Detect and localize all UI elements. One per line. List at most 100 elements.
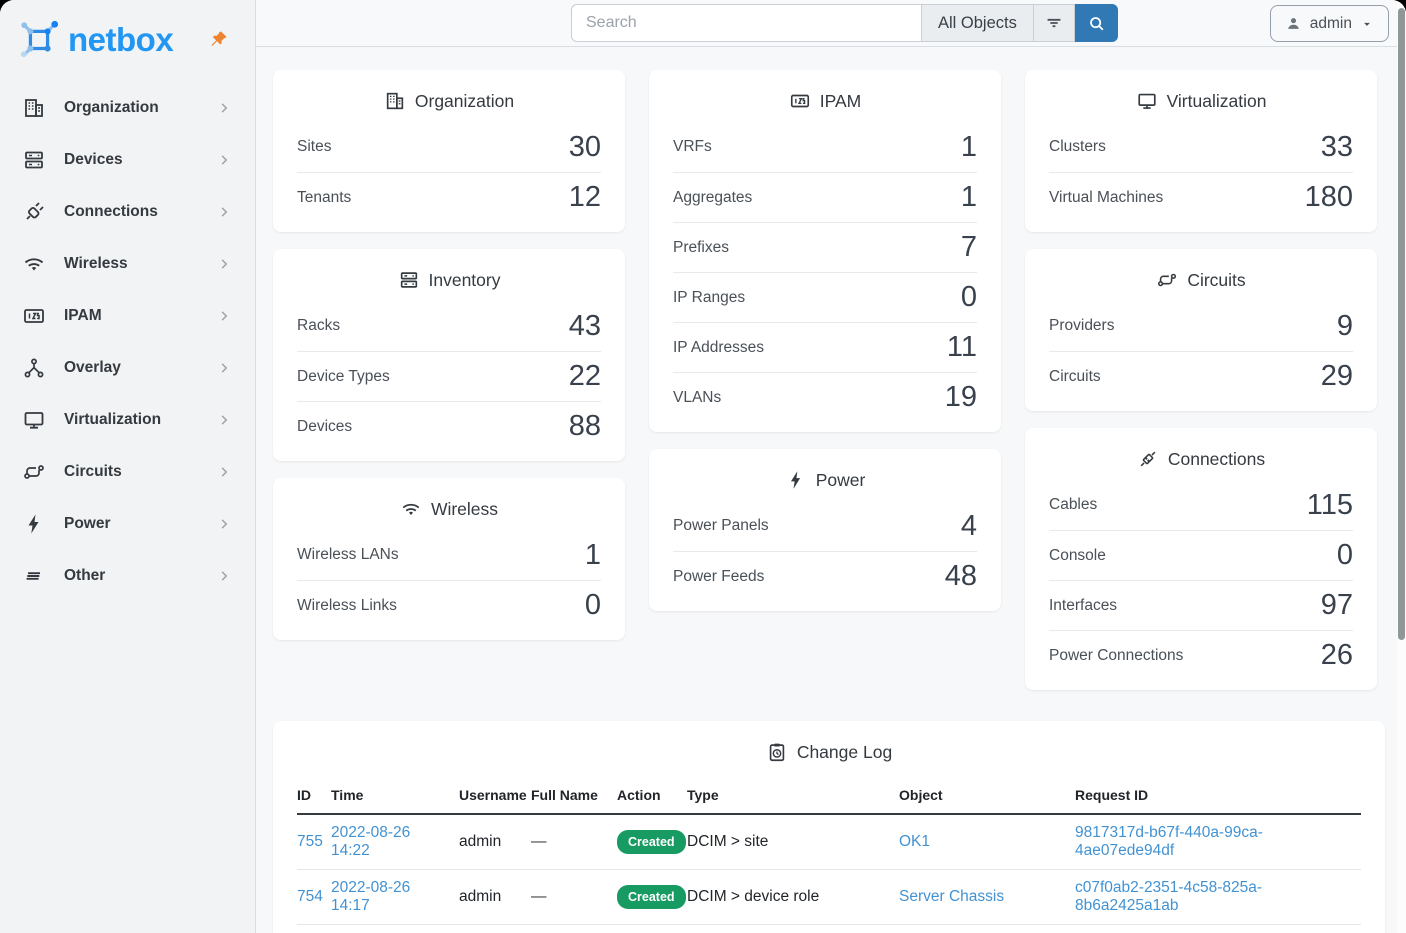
stat-value[interactable]: 30 [568, 130, 601, 163]
stat-label: Clusters [1049, 138, 1106, 155]
col-header-object: Object [899, 773, 1075, 815]
vertical-scrollbar [1397, 0, 1406, 933]
counter-icon [789, 90, 811, 112]
stat-value[interactable]: 22 [568, 360, 601, 392]
stat-row-console: Console 0 [1049, 530, 1353, 580]
stat-value[interactable]: 11 [946, 331, 977, 363]
card-ipam: IPAM VRFs 1 Aggregates 1 Prefixes 7 [649, 70, 1001, 432]
col-header-action: Action [617, 773, 687, 815]
stat-row-wireless-links: Wireless Links 0 [297, 580, 601, 630]
card-power-title: Power [649, 463, 1001, 501]
stat-row-interfaces: Interfaces 97 [1049, 580, 1353, 630]
username-label: admin [1309, 14, 1352, 32]
change-full-name: — [531, 814, 617, 870]
sidebar-item-overlay[interactable]: Overlay [0, 342, 255, 394]
stat-label: Power Panels [673, 517, 769, 534]
stat-value[interactable]: 9 [1336, 309, 1353, 342]
sidebar-item-virtualization[interactable]: Virtualization [0, 394, 255, 446]
building-icon [384, 90, 406, 112]
stat-value[interactable]: 48 [944, 560, 977, 592]
graph-icon [22, 356, 46, 380]
stat-value[interactable]: 0 [1336, 539, 1353, 571]
dashboard-column-1: Organization Sites 30 Tenants 12 [273, 70, 625, 690]
card-inventory-title: Inventory [273, 263, 625, 301]
stat-row-vrfs: VRFs 1 [673, 122, 977, 172]
sidebar-item-connections[interactable]: Connections [0, 186, 255, 238]
change-object-link[interactable]: Server Chassis [899, 888, 1005, 905]
transit-icon [22, 460, 46, 484]
request-id-link[interactable]: 9817317d-b67f-440a-99ca-4ae07ede94df [1075, 824, 1263, 859]
stat-value[interactable]: 33 [1320, 130, 1353, 163]
stat-label: VRFs [673, 138, 712, 155]
stat-label: Sites [297, 138, 332, 155]
counter-icon [22, 304, 46, 328]
col-header-request-id: Request ID [1075, 773, 1361, 815]
stat-row-aggregates: Aggregates 1 [673, 172, 977, 222]
netbox-logo-mark [20, 20, 59, 58]
chevron-right-icon [215, 359, 233, 377]
sidebar-item-label: Other [64, 567, 106, 584]
sidebar-item-label: Overlay [64, 359, 121, 376]
request-id-link[interactable]: c07f0ab2-2351-4c58-825a-8b6a2425a1ab [1075, 879, 1262, 914]
stat-value[interactable]: 97 [1320, 589, 1353, 621]
monitor-icon [22, 408, 46, 432]
sidebar-item-ipam[interactable]: IPAM [0, 290, 255, 342]
sidebar-item-circuits[interactable]: Circuits [0, 446, 255, 498]
stat-value[interactable]: 1 [584, 538, 601, 571]
stat-value[interactable]: 0 [584, 589, 601, 621]
change-id-link[interactable]: 755 [297, 833, 323, 850]
stat-value[interactable]: 1 [960, 181, 977, 213]
stat-row-device-types: Device Types 22 [297, 351, 601, 401]
card-change-log: Change Log ID Time Username Full Name Ac [273, 721, 1385, 933]
netbox-logo[interactable]: netbox [18, 19, 174, 59]
change-log-table: ID Time Username Full Name Action Type O… [297, 773, 1361, 933]
stat-row-power-feeds: Power Feeds 48 [673, 551, 977, 601]
search-scope-button[interactable]: All Objects [921, 4, 1033, 42]
stat-value[interactable]: 26 [1320, 639, 1353, 671]
col-header-type: Type [687, 773, 899, 815]
card-virtualization-title: Virtualization [1025, 84, 1377, 122]
netbox-wordmark: netbox [68, 20, 174, 58]
stat-value[interactable]: 0 [960, 281, 977, 313]
search-input[interactable] [571, 4, 921, 42]
change-time-link[interactable]: 2022-08-26 14:17 [331, 879, 411, 914]
stat-value[interactable]: 180 [1304, 181, 1353, 213]
sidebar-item-power[interactable]: Power [0, 498, 255, 550]
scrollbar-thumb[interactable] [1398, 8, 1405, 640]
sidebar-item-organization[interactable]: Organization [0, 82, 255, 134]
stat-value[interactable]: 12 [568, 181, 601, 213]
stat-value[interactable]: 1 [960, 130, 977, 163]
stat-label: Prefixes [673, 238, 729, 256]
stat-row-wireless-lans: Wireless LANs 1 [297, 530, 601, 580]
dashboard-column-2: IPAM VRFs 1 Aggregates 1 Prefixes 7 [649, 70, 1001, 690]
sidebar-item-wireless[interactable]: Wireless [0, 238, 255, 290]
change-time-link[interactable]: 2022-08-26 14:22 [331, 824, 411, 859]
chevron-right-icon [215, 411, 233, 429]
sidebar-item-label: Power [64, 515, 111, 532]
sidebar-item-label: Circuits [64, 463, 122, 480]
stat-value[interactable]: 7 [960, 231, 977, 263]
change-username: admin [459, 814, 531, 870]
stat-value[interactable]: 43 [568, 309, 601, 342]
stat-label: Wireless Links [297, 596, 397, 614]
chevron-right-icon [215, 99, 233, 117]
stat-value[interactable]: 88 [568, 410, 601, 442]
sidebar-item-other[interactable]: Other [0, 550, 255, 602]
change-id-link[interactable]: 754 [297, 888, 323, 905]
sidebar-item-label: Devices [64, 151, 123, 168]
stat-row-vlans: VLANs 19 [673, 372, 977, 422]
stat-value[interactable]: 19 [944, 381, 977, 413]
stat-value[interactable]: 4 [960, 509, 977, 542]
user-menu-button[interactable]: admin [1269, 5, 1389, 42]
change-object-link[interactable]: OK1 [899, 833, 931, 850]
pin-icon[interactable] [209, 29, 229, 49]
search-submit-button[interactable] [1074, 4, 1118, 42]
stat-label: Aggregates [673, 188, 753, 206]
filter-button[interactable] [1032, 4, 1075, 42]
stat-value[interactable]: 115 [1306, 488, 1353, 521]
cable-icon [1137, 448, 1159, 470]
sidebar-item-devices[interactable]: Devices [0, 134, 255, 186]
chevron-right-icon [215, 515, 233, 533]
stat-value[interactable]: 29 [1320, 360, 1353, 392]
lines-icon [22, 564, 46, 588]
